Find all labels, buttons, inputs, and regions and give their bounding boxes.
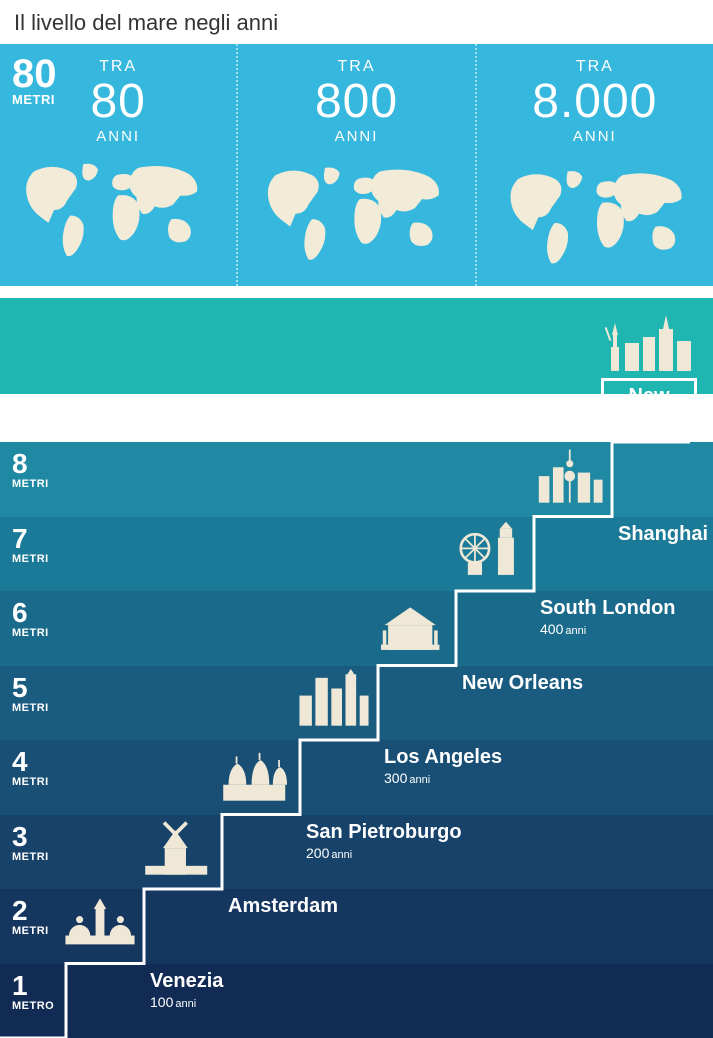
- world-map-icon: [487, 155, 703, 265]
- sea-level-staircase: 8 METRI 7 METRI 6 METRI 5 METRI 4 METRI …: [0, 442, 713, 1038]
- time-column: TRA 8.000 ANNI: [475, 44, 713, 286]
- band-label: 5 METRI: [12, 674, 49, 714]
- time-pre: TRA: [477, 58, 713, 76]
- city-icon-london: [450, 520, 530, 587]
- time-value: 800: [238, 78, 474, 126]
- band-level: 7: [12, 525, 49, 553]
- sea-level-band: 7 METRI: [0, 517, 713, 592]
- band-unit: METRI: [12, 925, 49, 937]
- city-years: 400anni: [540, 621, 676, 637]
- time-column: TRA 80 ANNI: [0, 44, 236, 286]
- city-years: 200anni: [306, 845, 462, 861]
- band-label: 6 METRI: [12, 599, 49, 639]
- band-label: 3 METRI: [12, 823, 49, 863]
- band-unit: METRO: [12, 1000, 54, 1012]
- city-name: Amsterdam: [228, 895, 338, 917]
- city-name: Venezia: [150, 970, 223, 992]
- city-label: San Pietroburgo 200anni: [306, 821, 462, 861]
- newyork-box: New York: [601, 307, 697, 438]
- band-label: 4 METRI: [12, 748, 49, 788]
- city-icon-domes: [216, 744, 296, 811]
- band-level: 5: [12, 674, 49, 702]
- band-unit: METRI: [12, 478, 49, 490]
- city-icon-la: [294, 669, 374, 736]
- sea-level-band: 1 METRO: [0, 964, 713, 1038]
- band-level: 6: [12, 599, 49, 627]
- band-level: 8: [12, 450, 49, 478]
- world-map-icon: [10, 155, 226, 265]
- band-label: 2 METRI: [12, 897, 49, 937]
- city-label: Venezia 100anni: [150, 970, 223, 1010]
- band-unit: METRI: [12, 851, 49, 863]
- time-column: TRA 800 ANNI: [236, 44, 474, 286]
- newyork-label: New York: [601, 378, 697, 438]
- band-unit: METRI: [12, 553, 49, 565]
- city-label: Amsterdam: [228, 895, 338, 917]
- band-unit: METRI: [12, 776, 49, 788]
- band-level: 4: [12, 748, 49, 776]
- city-name: Shanghai: [618, 523, 708, 545]
- city-name: New Orleans: [462, 672, 583, 694]
- band-level: 2: [12, 897, 49, 925]
- band-level: 3: [12, 823, 49, 851]
- city-name: South London: [540, 597, 676, 619]
- time-value: 8.000: [477, 78, 713, 126]
- page-title: Il livello del mare negli anni: [0, 0, 713, 44]
- band-label: 7 METRI: [12, 525, 49, 565]
- city-icon-windmill: [138, 818, 218, 885]
- city-icon-shanghai: [528, 446, 608, 513]
- band-label: 1 METRO: [12, 972, 54, 1012]
- city-years: 100anni: [150, 994, 223, 1010]
- band-label: 8 METRI: [12, 450, 49, 490]
- city-icon-venice: [60, 893, 140, 960]
- time-value: 80: [0, 78, 236, 126]
- world-map-icon: [248, 155, 464, 265]
- time-post: ANNI: [0, 128, 236, 145]
- band-unit: METRI: [12, 627, 49, 639]
- band-level: 1: [12, 972, 54, 1000]
- sea-level-band: 4 METRI: [0, 740, 713, 815]
- city-label: New Orleans: [462, 672, 583, 694]
- time-post: ANNI: [238, 128, 474, 145]
- newyork-strip: New York: [0, 298, 713, 394]
- city-icon-mansion: [372, 595, 452, 662]
- time-pre: TRA: [0, 58, 236, 76]
- city-name: Los Angeles: [384, 746, 502, 768]
- band-unit: METRI: [12, 702, 49, 714]
- city-label: South London 400anni: [540, 597, 676, 637]
- city-label: Shanghai: [618, 523, 708, 545]
- newyork-skyline-icon: [601, 307, 697, 376]
- city-years: 300anni: [384, 770, 502, 786]
- time-pre: TRA: [238, 58, 474, 76]
- city-name: San Pietroburgo: [306, 821, 462, 843]
- world-maps-panel: 80 METRI TRA 80 ANNI TRA 800 ANNI: [0, 44, 713, 286]
- time-post: ANNI: [477, 128, 713, 145]
- city-label: Los Angeles 300anni: [384, 746, 502, 786]
